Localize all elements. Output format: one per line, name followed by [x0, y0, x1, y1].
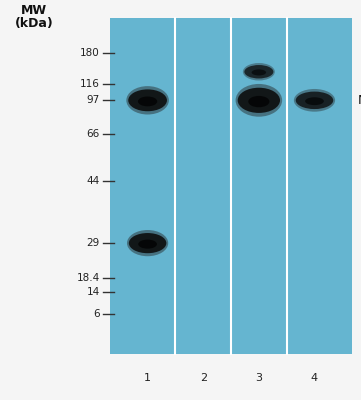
Ellipse shape — [244, 65, 273, 78]
Text: (kDa): (kDa) — [15, 18, 54, 30]
Text: 97: 97 — [87, 95, 100, 105]
Ellipse shape — [126, 86, 169, 114]
Ellipse shape — [248, 96, 269, 107]
Text: 3: 3 — [255, 373, 262, 383]
Text: MW: MW — [21, 4, 47, 16]
Ellipse shape — [252, 70, 266, 76]
Text: 14: 14 — [87, 287, 100, 297]
Ellipse shape — [128, 89, 167, 111]
Ellipse shape — [129, 233, 166, 253]
Text: 6: 6 — [93, 309, 100, 319]
Text: 2: 2 — [200, 373, 207, 383]
Text: 29: 29 — [87, 238, 100, 248]
Text: NRIP: NRIP — [357, 94, 361, 107]
Text: 44: 44 — [87, 176, 100, 186]
Ellipse shape — [243, 63, 275, 80]
Text: 180: 180 — [80, 48, 100, 58]
Ellipse shape — [296, 92, 333, 109]
Text: 116: 116 — [80, 78, 100, 88]
Text: 1: 1 — [144, 373, 151, 383]
Ellipse shape — [138, 240, 157, 249]
Text: 66: 66 — [87, 129, 100, 139]
Text: 4: 4 — [311, 373, 318, 383]
Ellipse shape — [127, 230, 168, 256]
Bar — [110, 18, 352, 354]
Ellipse shape — [236, 84, 282, 117]
Text: 18.4: 18.4 — [77, 274, 100, 283]
Ellipse shape — [294, 89, 335, 112]
Ellipse shape — [138, 96, 157, 106]
Ellipse shape — [305, 97, 324, 105]
Ellipse shape — [238, 88, 280, 113]
